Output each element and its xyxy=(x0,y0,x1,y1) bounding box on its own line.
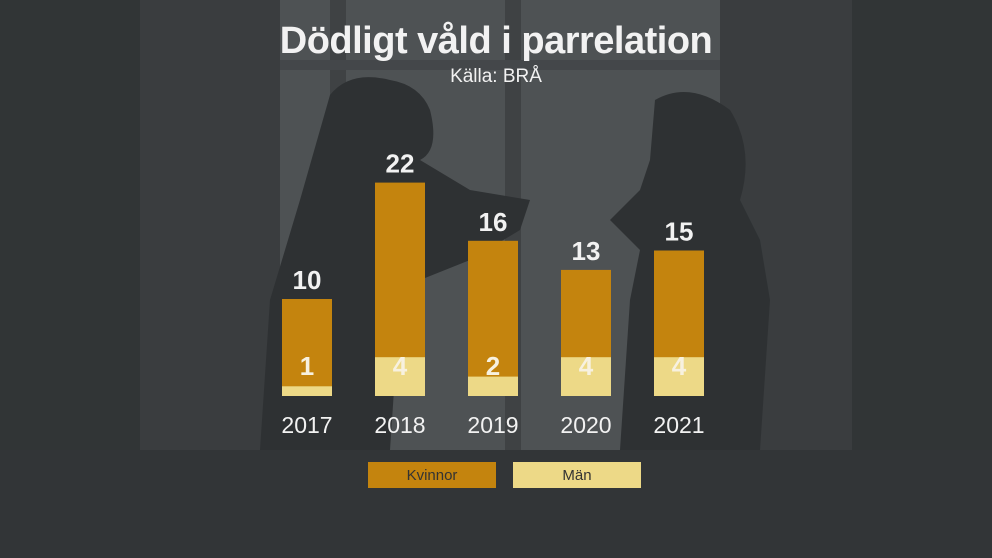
legend-men: Män xyxy=(513,462,641,488)
x-tick-label-2017: 2017 xyxy=(281,412,332,438)
bar-men-2017 xyxy=(282,386,332,396)
data-label-total-2020: 13 xyxy=(572,236,601,266)
data-label-men-2021: 4 xyxy=(672,351,687,381)
bar-women-2017 xyxy=(282,299,332,396)
x-tick-label-2019: 2019 xyxy=(467,412,518,438)
chart-title: Dödligt våld i parrelation xyxy=(279,20,713,62)
bar-men-2020 xyxy=(561,357,611,396)
bar-women-2019 xyxy=(468,240,518,396)
data-label-men-2019: 2 xyxy=(486,351,500,381)
data-label-men-2017: 1 xyxy=(300,351,314,381)
bar-men-2021 xyxy=(654,357,704,396)
bar-men-2018 xyxy=(375,357,425,396)
legend-women: Kvinnor xyxy=(368,462,496,488)
legend-men-label: Män xyxy=(562,467,592,484)
x-tick-label-2018: 2018 xyxy=(374,412,425,438)
data-label-men-2020: 4 xyxy=(579,351,594,381)
chart-source: Källa: BRÅ xyxy=(450,66,542,87)
data-label-total-2021: 15 xyxy=(665,217,694,247)
data-label-total-2017: 10 xyxy=(293,265,322,295)
data-label-total-2018: 22 xyxy=(386,149,415,179)
data-label-men-2018: 4 xyxy=(393,351,408,381)
data-label-total-2019: 16 xyxy=(479,207,508,237)
legend-women-label: Kvinnor xyxy=(406,467,458,484)
bar-men-2019 xyxy=(468,376,518,396)
x-tick-label-2021: 2021 xyxy=(653,412,704,438)
x-tick-label-2020: 2020 xyxy=(560,412,611,438)
